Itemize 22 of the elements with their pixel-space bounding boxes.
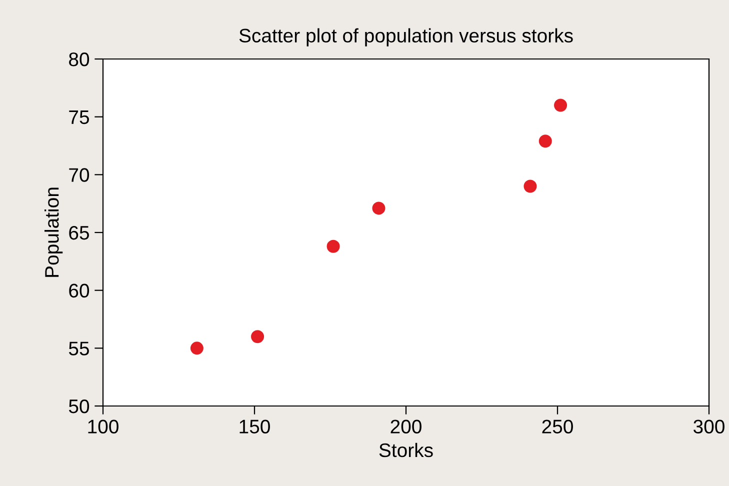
point — [326, 240, 340, 253]
x-tick-label: 200 — [390, 420, 422, 434]
y-tick-label: 60 — [69, 284, 90, 298]
point — [524, 180, 537, 193]
y-tick-label: 80 — [69, 52, 90, 66]
point — [538, 134, 552, 148]
y-tick-label: 55 — [68, 342, 89, 356]
chart-title: Scatter plot of population versus storks — [239, 28, 573, 46]
x-tick-label: 150 — [240, 420, 270, 434]
point — [190, 342, 204, 355]
x-tick-label: 250 — [542, 420, 573, 434]
y-axis-title: Population — [44, 188, 63, 277]
x-tick-label: 100 — [88, 420, 118, 434]
y-tick-label: 65 — [69, 226, 89, 240]
y-tick-label: 70 — [69, 168, 90, 182]
y-tick-label: 75 — [69, 110, 89, 124]
x-axis-title: Storks — [379, 442, 433, 458]
point — [554, 98, 568, 112]
y-tick-label: 50 — [68, 399, 90, 414]
point — [251, 330, 264, 344]
point — [372, 202, 386, 215]
x-tick-label: 300 — [694, 420, 724, 434]
